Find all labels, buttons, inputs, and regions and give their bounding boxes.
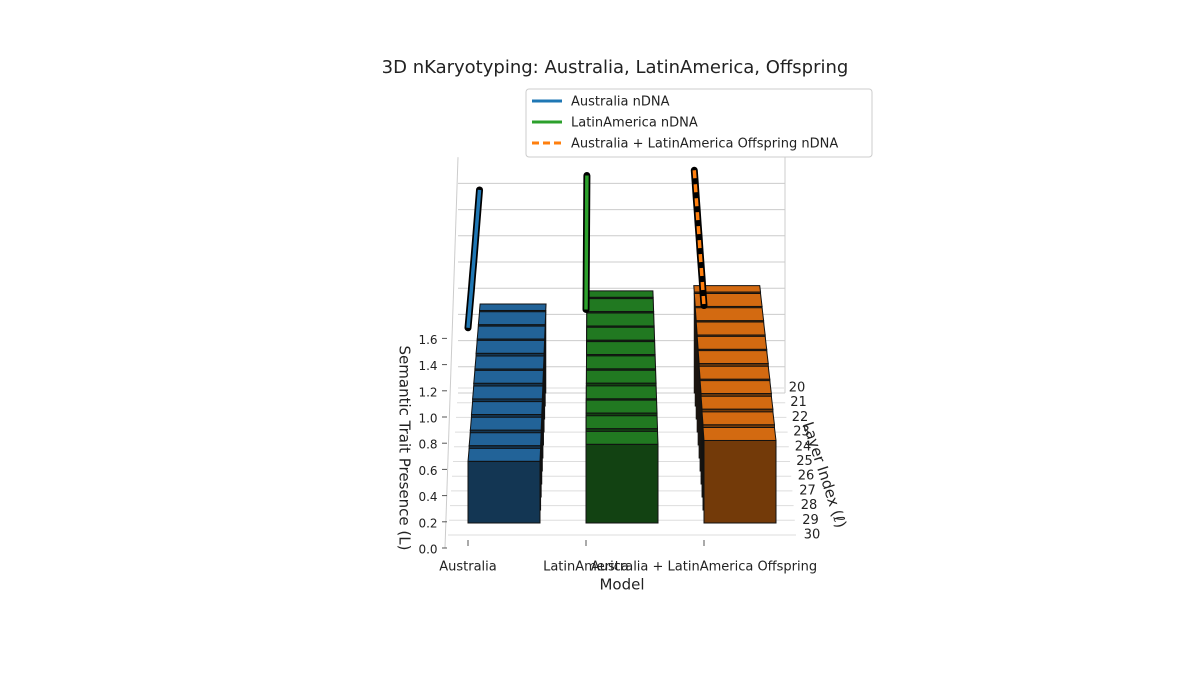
pane-edge <box>444 157 459 549</box>
y-tick-label: 23 <box>793 425 810 440</box>
bar-top <box>699 380 772 395</box>
bar-top <box>585 415 659 430</box>
bar-top <box>474 355 545 370</box>
z-tick-label: 1.6 <box>418 333 437 347</box>
y-tick-label: 29 <box>802 513 819 528</box>
z-tick-label: 1.2 <box>418 385 437 399</box>
y-tick-label: 24 <box>795 439 812 454</box>
y-tick-label: 25 <box>796 454 813 469</box>
legend-box <box>525 88 873 158</box>
line <box>692 170 706 306</box>
bar-top <box>477 311 547 326</box>
x-tick-label: Australia <box>439 560 497 575</box>
z-tick-label: 0.2 <box>418 516 437 530</box>
z-axis-label: Semantic Trait Presence (L) <box>396 346 414 551</box>
bar-top <box>586 298 655 313</box>
z-tick-label: 0.8 <box>418 438 437 452</box>
line <box>584 175 589 310</box>
y-tick-label: 27 <box>799 483 816 498</box>
bar-top <box>472 385 544 400</box>
bar <box>467 447 542 524</box>
legend-label: Australia nDNA <box>571 95 670 110</box>
bar-top <box>695 321 766 336</box>
line <box>466 189 482 328</box>
y-tick-label: 28 <box>801 498 818 513</box>
bar-top <box>470 401 543 416</box>
bar-front <box>467 460 541 524</box>
bar-top <box>473 369 544 384</box>
y-tick-label: 22 <box>792 410 809 425</box>
bar-top <box>585 369 657 384</box>
z-tick-label: 1.4 <box>418 359 437 373</box>
bar-top <box>696 335 768 350</box>
chart-title: 3D nKaryotyping: Australia, LatinAmerica… <box>382 57 849 78</box>
bar <box>585 430 659 524</box>
bar-top <box>467 447 542 462</box>
bar-top <box>478 303 547 311</box>
y-tick-label: 21 <box>790 395 807 410</box>
x-tick-label: LatinAmerica <box>543 560 629 575</box>
bar-front <box>585 443 659 524</box>
z-tick-label: 1.0 <box>418 412 437 426</box>
bar-top <box>698 365 771 380</box>
bar-top <box>476 325 546 340</box>
bar-top <box>700 395 774 410</box>
bar-top <box>585 355 657 370</box>
bar <box>702 426 777 524</box>
bar-top <box>585 430 659 445</box>
bar-top <box>469 416 543 431</box>
z-tick-label: 0.4 <box>418 490 437 504</box>
z-tick-label: 0.0 <box>418 543 437 557</box>
legend-label: LatinAmerica nDNA <box>571 116 698 131</box>
bar-top <box>585 399 658 414</box>
bar-top <box>697 350 769 365</box>
bar-top <box>586 312 655 327</box>
bar-top <box>586 326 656 341</box>
bar-front <box>703 439 777 524</box>
bar-top <box>702 426 777 441</box>
y-tick-label: 20 <box>789 381 806 396</box>
legend-label: Australia + LatinAmerica Offspring nDNA <box>571 137 838 152</box>
y-tick-label: 26 <box>798 469 815 484</box>
bar-top <box>586 290 654 298</box>
bar-top <box>585 385 658 400</box>
bar-top <box>586 341 656 356</box>
z-tick-label: 0.6 <box>418 464 437 478</box>
bar-top <box>468 432 542 447</box>
y-tick-label: 30 <box>804 528 821 543</box>
bar-top <box>694 307 765 322</box>
bar-top <box>701 411 776 426</box>
x-tick-label: Australia + LatinAmerica Offspring <box>591 560 817 575</box>
x-axis-label: Model <box>599 576 644 594</box>
bar-top <box>475 339 546 354</box>
